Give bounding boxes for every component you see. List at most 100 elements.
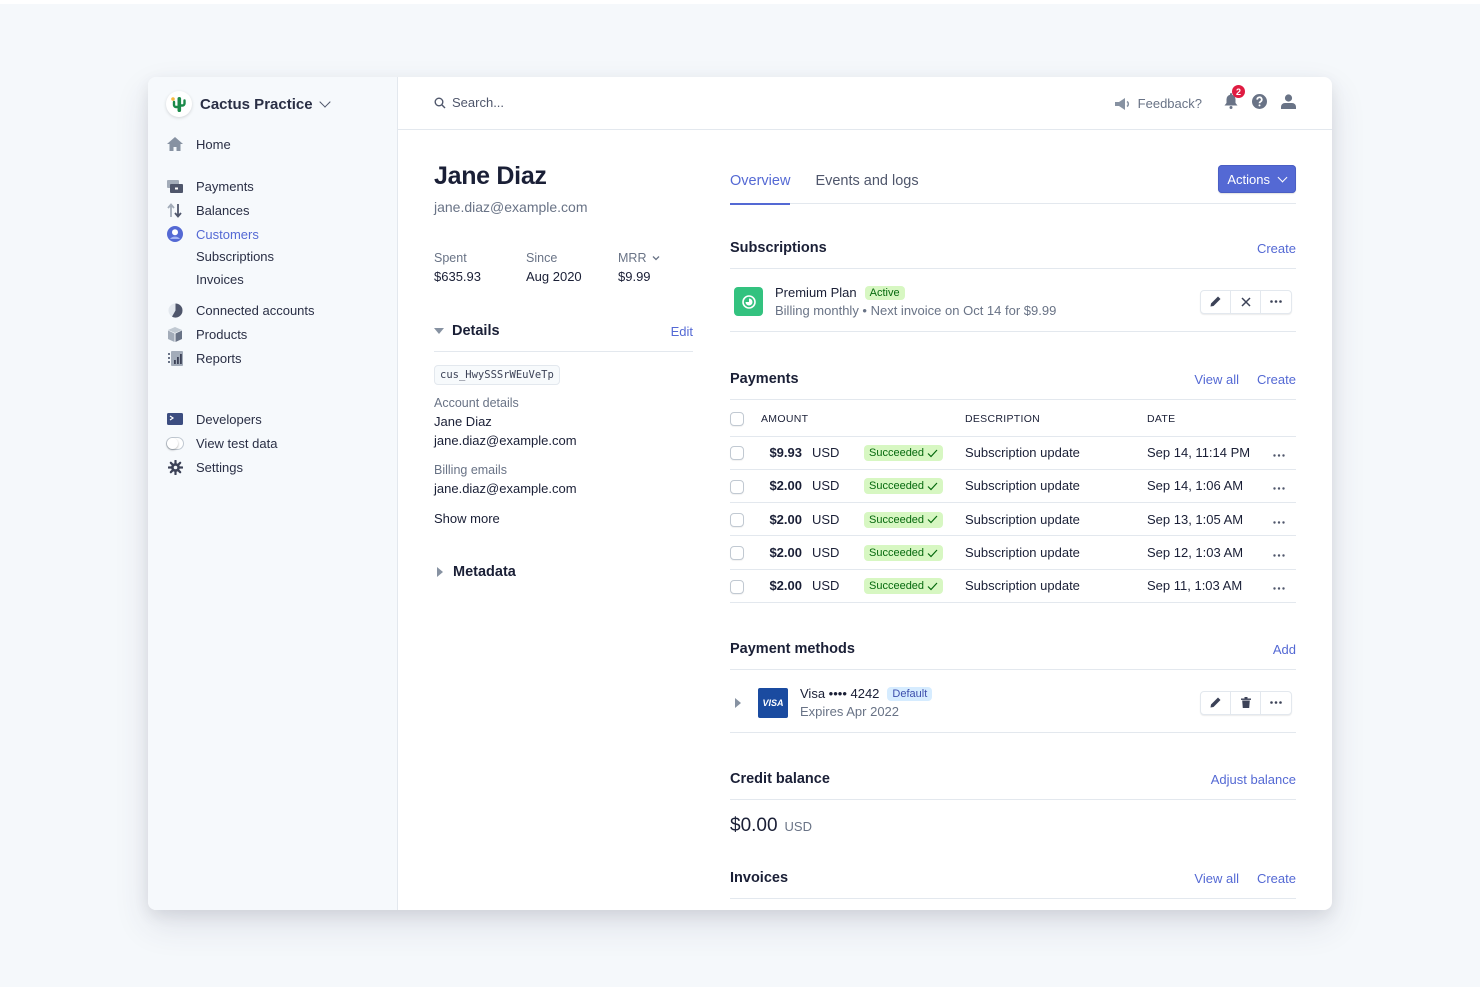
tab-events-and-logs[interactable]: Events and logs xyxy=(815,173,919,189)
section-title: Payments xyxy=(730,371,799,387)
row-checkbox[interactable] xyxy=(730,513,744,528)
payment-currency: USD xyxy=(812,469,864,504)
edit-details-link[interactable]: Edit xyxy=(670,323,693,339)
view-all-payments-link[interactable]: View all xyxy=(1194,371,1239,387)
show-more-link[interactable]: Show more xyxy=(434,511,500,526)
payment-amount: $2.00 xyxy=(750,502,812,537)
row-checkbox[interactable] xyxy=(730,479,744,494)
details-title: Details xyxy=(452,323,500,339)
delete-card-button[interactable] xyxy=(1231,691,1261,714)
actions-button[interactable]: Actions xyxy=(1218,165,1296,193)
sidebar-item-invoices[interactable]: Invoices xyxy=(196,272,244,287)
more-dots-icon xyxy=(1273,554,1285,557)
checkmark-icon xyxy=(927,549,938,557)
row-checkbox[interactable] xyxy=(730,446,744,461)
table-row[interactable]: $2.00 USD Succeeded Subscription update … xyxy=(730,502,1296,537)
metadata-toggle[interactable]: Metadata xyxy=(434,564,516,580)
account-switcher[interactable]: Cactus Practice xyxy=(166,91,331,117)
row-checkbox[interactable] xyxy=(730,579,744,594)
app-window: Cactus Practice Home Payments Balances xyxy=(148,77,1332,910)
view-test-data-toggle[interactable]: View test data xyxy=(166,433,277,453)
create-invoice-link[interactable]: Create xyxy=(1256,870,1296,886)
search-input[interactable]: Search... xyxy=(434,95,504,110)
sidebar-item-products[interactable]: Products xyxy=(166,324,247,344)
row-more-options-button[interactable] xyxy=(1262,502,1296,537)
row-more-options-button[interactable] xyxy=(1262,535,1296,570)
row-checkbox[interactable] xyxy=(730,546,744,561)
subscription-info: Premium Plan Active Billing monthly • Ne… xyxy=(775,285,1056,318)
caret-right-icon[interactable] xyxy=(735,697,741,708)
payment-amount: $9.93 xyxy=(750,436,812,470)
account-name: Jane Diaz xyxy=(434,414,492,429)
payment-description: Subscription update xyxy=(965,535,1147,570)
feedback-button[interactable]: Feedback? xyxy=(1114,96,1202,111)
payments-icon xyxy=(166,177,184,195)
sidebar-item-customers[interactable]: Customers xyxy=(166,224,259,244)
payment-description: Subscription update xyxy=(965,436,1147,470)
edit-card-button[interactable] xyxy=(1201,691,1231,714)
stat-mrr[interactable]: MRR $9.99 xyxy=(618,251,660,284)
create-subscription-link[interactable]: Create xyxy=(1256,240,1296,256)
status-badge: Succeeded xyxy=(864,578,944,595)
sidebar-item-home[interactable]: Home xyxy=(166,134,231,154)
sidebar-item-connected-accounts[interactable]: Connected accounts xyxy=(166,300,315,320)
table-row[interactable]: $2.00 USD Succeeded Subscription update … xyxy=(730,535,1296,570)
account-details-label: Account details xyxy=(434,396,519,410)
payment-date: Sep 11, 1:03 AM xyxy=(1147,569,1262,603)
sidebar-item-developers[interactable]: Developers xyxy=(166,409,262,429)
products-box-icon xyxy=(166,325,184,343)
help-button[interactable] xyxy=(1252,93,1267,114)
sidebar-item-reports[interactable]: Reports xyxy=(166,348,242,368)
subscription-actions xyxy=(1200,289,1292,314)
column-header-amount[interactable]: AMOUNT xyxy=(750,403,965,437)
payment-method-actions xyxy=(1200,690,1292,715)
sidebar-item-balances[interactable]: Balances xyxy=(166,200,249,220)
user-profile-button[interactable] xyxy=(1281,93,1296,114)
payment-method-info: Visa •••• 4242 Default Expires Apr 2022 xyxy=(800,686,933,719)
column-header-description[interactable]: DESCRIPTION xyxy=(965,403,1147,437)
subscription-title: Premium Plan Active xyxy=(775,285,1056,300)
customer-id[interactable]: cus_HwySSSrWEuVeTp xyxy=(434,365,560,385)
table-row[interactable]: $2.00 USD Succeeded Subscription update … xyxy=(730,569,1296,603)
payment-description: Subscription update xyxy=(965,502,1147,537)
table-row[interactable]: $2.00 USD Succeeded Subscription update … xyxy=(730,469,1296,504)
row-more-options-button[interactable] xyxy=(1262,469,1296,504)
view-all-invoices-link[interactable]: View all xyxy=(1194,870,1239,886)
sidebar-item-payments[interactable]: Payments xyxy=(166,176,254,196)
adjust-balance-link[interactable]: Adjust balance xyxy=(1210,771,1296,787)
chevron-down-icon xyxy=(318,96,331,108)
toggle-switch-icon[interactable] xyxy=(166,436,184,450)
payment-date: Sep 12, 1:03 AM xyxy=(1147,535,1262,570)
card-label: Visa •••• 4242 xyxy=(800,686,880,701)
payment-method-item[interactable]: VISA Visa •••• 4242 Default Expires Apr … xyxy=(730,673,1296,733)
column-header-date[interactable]: DATE xyxy=(1147,403,1262,437)
subscriptions-header: Subscriptions Create xyxy=(730,240,1296,269)
sidebar-item-subscriptions[interactable]: Subscriptions xyxy=(196,249,275,264)
subscription-item[interactable]: Premium Plan Active Billing monthly • Ne… xyxy=(730,272,1296,332)
sidebar-item-label: Connected accounts xyxy=(196,302,315,318)
toggle-switch xyxy=(166,434,184,452)
section-title: Subscriptions xyxy=(730,240,827,256)
notifications-button[interactable]: 2 xyxy=(1224,85,1245,114)
payment-date: Sep 14, 11:14 PM xyxy=(1147,436,1262,470)
row-more-options-button[interactable] xyxy=(1262,436,1296,470)
more-options-button[interactable] xyxy=(1261,291,1291,313)
details-toggle[interactable]: Details xyxy=(434,323,500,339)
top-bar-actions: Feedback? 2 xyxy=(1114,85,1296,114)
megaphone-icon xyxy=(1114,97,1129,110)
row-more-options-button[interactable] xyxy=(1262,569,1296,603)
edit-subscription-button[interactable] xyxy=(1201,290,1231,313)
sidebar-item-settings[interactable]: Settings xyxy=(166,457,243,477)
tab-overview[interactable]: Overview xyxy=(730,164,791,205)
more-dots-icon xyxy=(1273,587,1285,591)
help-question-icon xyxy=(1252,93,1267,109)
table-row[interactable]: $9.93 USD Succeeded Subscription update … xyxy=(730,436,1296,470)
add-payment-method-link[interactable]: Add xyxy=(1272,641,1296,657)
more-options-button[interactable] xyxy=(1261,692,1291,714)
create-payment-link[interactable]: Create xyxy=(1256,371,1296,387)
payment-description: Subscription update xyxy=(965,469,1147,504)
default-badge: Default xyxy=(887,686,933,701)
select-all-checkbox[interactable] xyxy=(730,412,744,427)
cancel-subscription-button[interactable] xyxy=(1231,290,1261,313)
status-label: Succeeded xyxy=(869,580,925,593)
